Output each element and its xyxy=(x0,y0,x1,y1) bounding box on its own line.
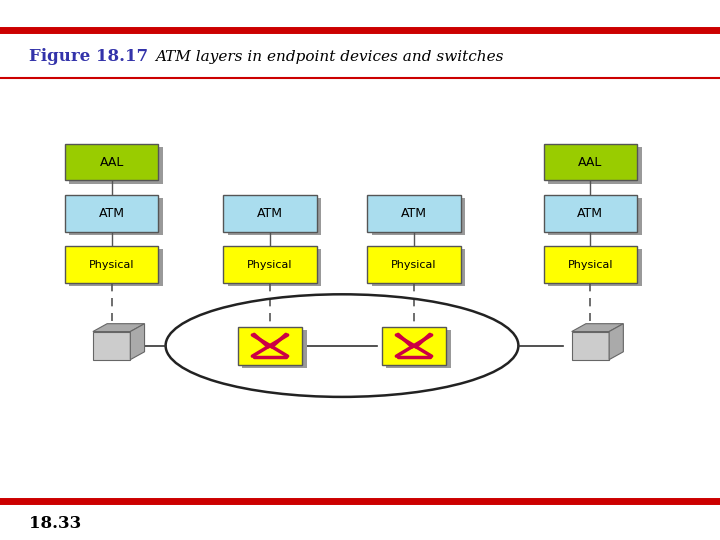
Text: AAL: AAL xyxy=(99,156,124,168)
Polygon shape xyxy=(609,323,624,360)
FancyBboxPatch shape xyxy=(372,249,465,286)
FancyBboxPatch shape xyxy=(228,249,321,286)
FancyBboxPatch shape xyxy=(367,246,461,283)
FancyBboxPatch shape xyxy=(242,330,307,368)
Text: Physical: Physical xyxy=(89,260,135,269)
Text: Physical: Physical xyxy=(391,260,437,269)
FancyBboxPatch shape xyxy=(544,195,637,232)
FancyBboxPatch shape xyxy=(65,195,158,232)
Text: ATM: ATM xyxy=(257,207,283,220)
FancyBboxPatch shape xyxy=(544,246,637,283)
Polygon shape xyxy=(572,323,624,332)
FancyBboxPatch shape xyxy=(386,330,451,368)
FancyBboxPatch shape xyxy=(223,246,317,283)
Polygon shape xyxy=(93,332,130,360)
FancyBboxPatch shape xyxy=(382,327,446,364)
FancyBboxPatch shape xyxy=(228,198,321,235)
Text: ATM: ATM xyxy=(99,207,125,220)
FancyBboxPatch shape xyxy=(65,144,158,180)
FancyBboxPatch shape xyxy=(367,195,461,232)
Polygon shape xyxy=(130,323,145,360)
FancyBboxPatch shape xyxy=(548,249,642,286)
FancyBboxPatch shape xyxy=(544,144,637,180)
FancyBboxPatch shape xyxy=(69,198,163,235)
FancyBboxPatch shape xyxy=(65,246,158,283)
Text: AAL: AAL xyxy=(578,156,603,168)
FancyBboxPatch shape xyxy=(69,249,163,286)
Text: Figure 18.17: Figure 18.17 xyxy=(29,48,148,65)
Text: ATM: ATM xyxy=(401,207,427,220)
Text: ATM: ATM xyxy=(577,207,603,220)
FancyBboxPatch shape xyxy=(548,198,642,235)
Text: ATM layers in endpoint devices and switches: ATM layers in endpoint devices and switc… xyxy=(155,50,503,64)
FancyBboxPatch shape xyxy=(223,195,317,232)
Polygon shape xyxy=(93,323,145,332)
FancyBboxPatch shape xyxy=(372,198,465,235)
FancyBboxPatch shape xyxy=(69,147,163,184)
FancyBboxPatch shape xyxy=(238,327,302,364)
Text: Physical: Physical xyxy=(247,260,293,269)
Polygon shape xyxy=(572,332,609,360)
FancyBboxPatch shape xyxy=(548,147,642,184)
Text: Physical: Physical xyxy=(567,260,613,269)
Text: 18.33: 18.33 xyxy=(29,515,81,532)
